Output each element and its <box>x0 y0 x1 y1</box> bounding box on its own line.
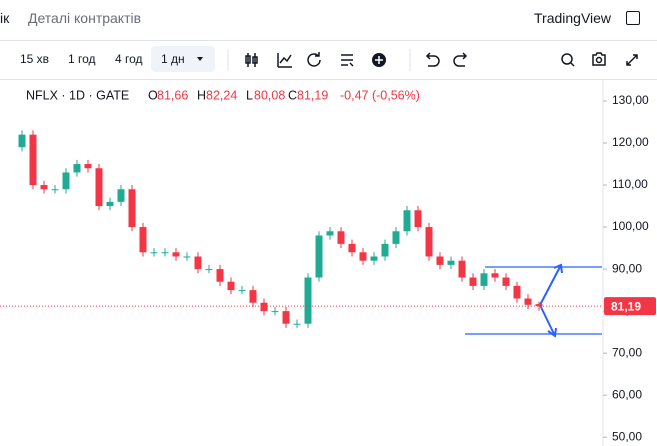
y-tick-label: 70,00 <box>612 345 642 359</box>
candle-body <box>249 290 257 303</box>
candle-body <box>161 252 169 254</box>
dropdown[interactable] <box>197 57 203 61</box>
toolbar-icons <box>197 49 638 71</box>
interval[interactable]: 4 год <box>115 52 143 66</box>
interval-selected <box>151 46 215 72</box>
candle-body <box>205 269 213 271</box>
candle-body <box>106 201 114 207</box>
candle-body <box>260 302 268 312</box>
candle-body <box>370 256 378 261</box>
candle-body <box>84 164 92 169</box>
candle-body <box>480 273 488 286</box>
indicators-icon[interactable] <box>277 53 292 68</box>
candle-body <box>458 260 466 278</box>
legend-value: 81,66 <box>157 88 188 102</box>
y-tick-label: 120,00 <box>612 135 649 149</box>
candle-body <box>271 311 279 313</box>
redo-icon[interactable] <box>453 52 468 67</box>
candle-body <box>51 189 59 191</box>
symbol: NFLX · 1D · GATE <box>26 88 129 102</box>
undo-icon[interactable] <box>425 52 440 67</box>
candle-body <box>150 252 158 254</box>
y-tick-label: 60,00 <box>612 387 642 401</box>
brand: TradingView <box>534 10 612 26</box>
interval[interactable]: 15 хв <box>20 52 50 66</box>
candle-body <box>337 231 345 244</box>
candle-body <box>491 273 499 278</box>
tab[interactable]: Деталі контрактів <box>28 10 142 26</box>
legend-value: 82,24 <box>206 88 237 102</box>
last-price-label: 81,19 <box>611 299 641 313</box>
candle-body <box>535 304 543 307</box>
candle-body <box>513 285 521 299</box>
candle-body <box>73 164 81 173</box>
toolbar: 15 хв 1 год 4 год 1 дн <box>0 40 657 80</box>
candle-body <box>282 311 290 324</box>
candle-body <box>216 269 224 282</box>
candle-body <box>392 231 400 244</box>
candle-body <box>403 210 411 232</box>
candle-body <box>425 227 433 257</box>
candle-body <box>194 256 202 270</box>
candle-body <box>62 172 70 190</box>
interval[interactable]: 1 год <box>68 52 96 66</box>
candle-body <box>436 256 444 265</box>
template-icon[interactable] <box>341 54 354 67</box>
candle-body <box>304 277 312 324</box>
snapshot-icon[interactable] <box>592 52 606 66</box>
arrow[interactable] <box>539 304 557 338</box>
candle-body <box>29 134 37 186</box>
candle-body <box>227 281 235 291</box>
candle-body <box>326 231 334 236</box>
candle-body <box>172 252 180 257</box>
candle-body <box>524 298 532 305</box>
legend-value: 81,19 <box>297 88 328 102</box>
fullscreen-icon[interactable] <box>626 54 638 66</box>
legend-key: O <box>148 88 158 102</box>
candle-body <box>139 227 147 253</box>
y-tick-label: 50,00 <box>612 429 642 443</box>
legend-value: 80,08 <box>254 88 285 102</box>
candle-body <box>40 185 48 190</box>
candle-body <box>128 189 136 228</box>
interval[interactable]: 1 дн <box>161 52 185 66</box>
candle-body <box>469 277 477 286</box>
candle-body <box>293 323 301 325</box>
y-tick-label: 110,00 <box>612 177 648 191</box>
candle-body <box>238 290 246 292</box>
candle-body <box>315 235 323 278</box>
checkbox[interactable] <box>626 11 640 25</box>
legend-key: C <box>288 88 297 102</box>
candle-body <box>348 243 356 253</box>
candle-body <box>381 243 389 257</box>
candle-body <box>359 252 367 261</box>
candle-body <box>95 168 103 207</box>
y-tick-label: 90,00 <box>612 261 642 275</box>
last-price-box <box>604 297 656 316</box>
y-tick-label: 100,00 <box>612 219 649 233</box>
y-tick-label: 130,00 <box>612 93 649 107</box>
candle-body <box>447 260 455 265</box>
replay-icon[interactable] <box>307 52 321 67</box>
ohlc-legend: NFLX · 1D · GATE O 81,66 H 82,24 L 80,08… <box>26 88 420 102</box>
tab-bar: ік Деталі контрактів TradingView <box>0 0 657 36</box>
search-icon[interactable] <box>561 53 573 65</box>
candle-body <box>502 277 510 286</box>
arrow[interactable] <box>539 263 563 306</box>
drawings <box>465 263 602 338</box>
candle-body <box>183 256 191 258</box>
tab[interactable]: ік <box>0 10 10 26</box>
candle-body <box>18 134 26 148</box>
legend-key: L <box>246 88 253 102</box>
legend-change: -0,47 (-0,56%) <box>340 88 420 102</box>
candle-body <box>414 210 422 228</box>
legend-key: H <box>197 88 206 102</box>
candle-body <box>117 189 125 202</box>
candles-icon[interactable] <box>245 53 258 67</box>
